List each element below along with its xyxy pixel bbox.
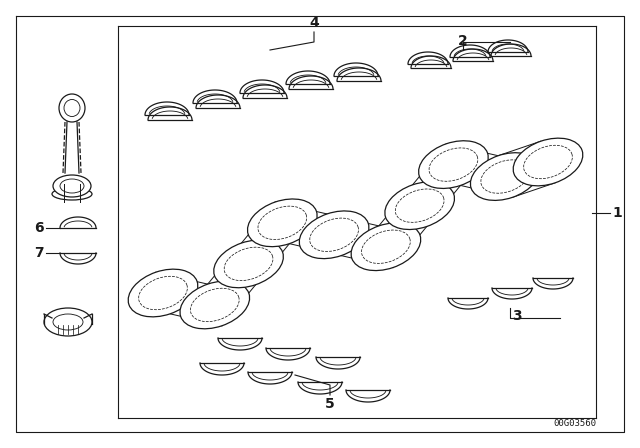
Text: 6: 6 (35, 221, 44, 235)
Ellipse shape (180, 281, 250, 329)
Ellipse shape (52, 188, 92, 200)
Ellipse shape (248, 199, 317, 247)
Ellipse shape (351, 223, 420, 271)
Text: 1: 1 (612, 206, 621, 220)
Text: 7: 7 (35, 246, 44, 260)
Ellipse shape (385, 182, 454, 229)
Ellipse shape (53, 175, 91, 197)
Ellipse shape (44, 308, 92, 336)
Ellipse shape (300, 211, 369, 258)
Text: 2: 2 (458, 34, 468, 48)
Text: 00G03560: 00G03560 (553, 419, 596, 428)
Ellipse shape (513, 138, 583, 186)
Ellipse shape (128, 269, 198, 317)
Ellipse shape (214, 240, 284, 288)
Ellipse shape (470, 153, 540, 200)
Text: 3: 3 (512, 309, 522, 323)
Ellipse shape (419, 141, 488, 189)
Ellipse shape (59, 94, 85, 122)
Text: 5: 5 (325, 397, 335, 411)
Text: 4: 4 (309, 16, 319, 30)
